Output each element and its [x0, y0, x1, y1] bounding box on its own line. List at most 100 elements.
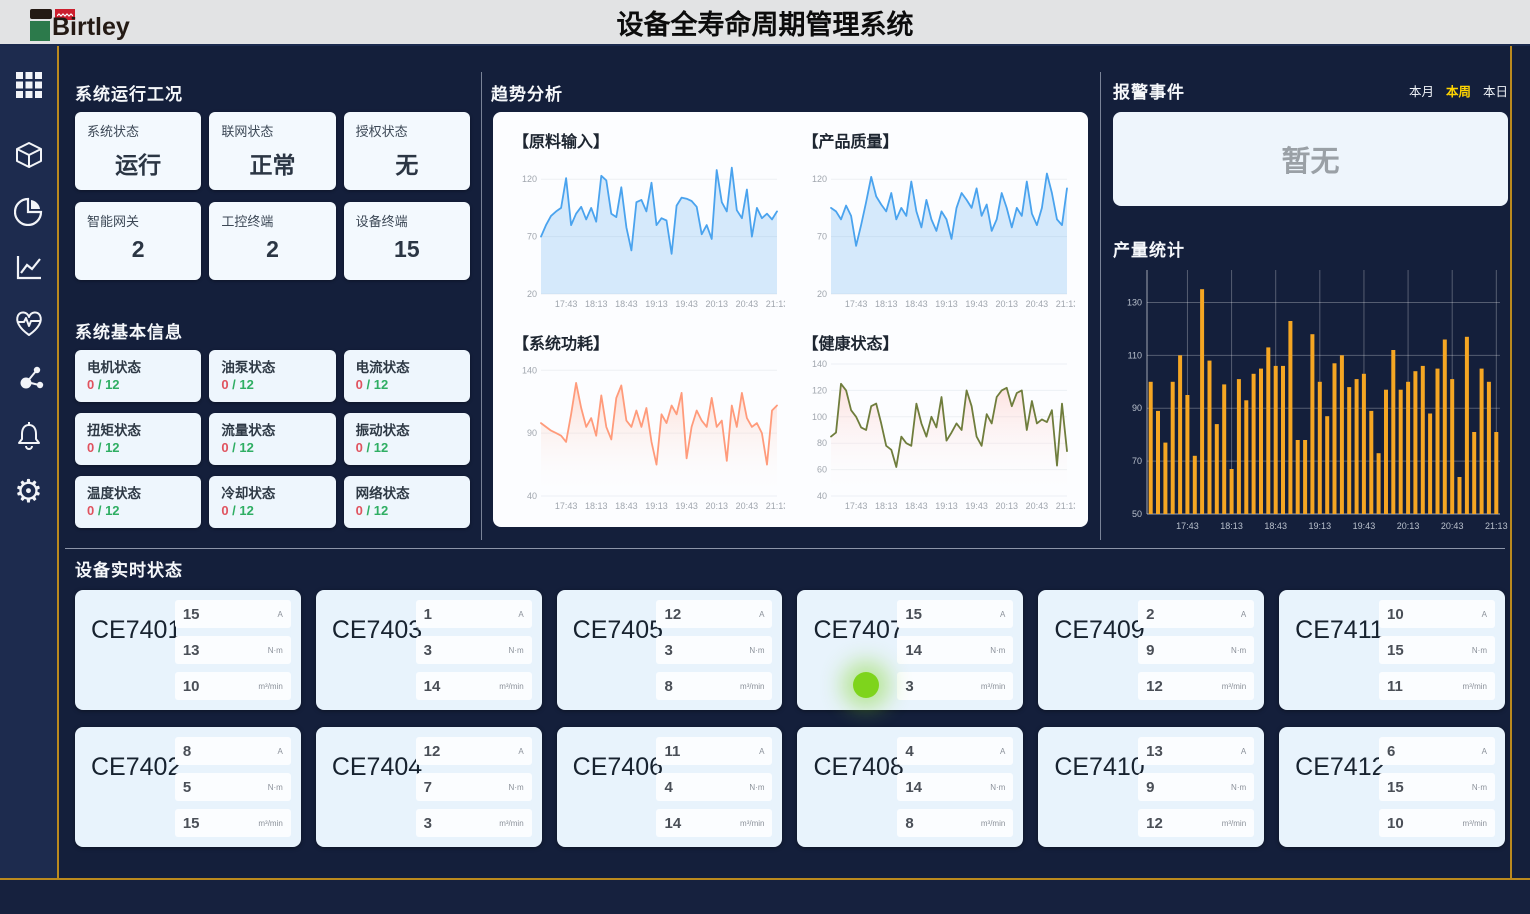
alarm-tab-本周[interactable]: 本周: [1445, 85, 1471, 99]
device-card[interactable]: CE7405 12 A 3 N·m 8 m³/min: [556, 590, 783, 710]
status-card: 联网状态 正常: [209, 112, 336, 190]
device-stat-unit: A: [1481, 746, 1487, 756]
device-stat-unit: A: [277, 746, 283, 756]
device-stat-row: 7 N·m: [415, 773, 532, 801]
device-card[interactable]: CE7412 6 A 15 N·m 10 m³/min: [1279, 727, 1505, 847]
device-stat-value: 15: [905, 605, 923, 623]
device-stats: 15 A 14 N·m 3 m³/min: [897, 600, 1014, 700]
device-stat-unit: m³/min: [740, 681, 765, 691]
svg-text:20:43: 20:43: [1025, 501, 1048, 511]
device-stat-row: 3 m³/min: [415, 809, 532, 837]
alarm-tab-本日[interactable]: 本日: [1482, 85, 1508, 99]
info-count-total: / 12: [228, 377, 254, 392]
info-count-total: / 12: [362, 377, 389, 392]
device-stat-value: 15: [182, 605, 200, 623]
status-card-label: 设备终端: [355, 214, 408, 229]
svg-text:18:13: 18:13: [585, 501, 608, 511]
svg-text:17:43: 17:43: [1176, 521, 1199, 531]
device-stat-value: 5: [182, 778, 192, 796]
info-card-label: 流量状态: [221, 423, 276, 438]
device-card[interactable]: CE7408 4 A 14 N·m 8 m³/min: [797, 727, 1024, 847]
device-card[interactable]: CE7410 13 A 9 N·m 12 m³/min: [1038, 727, 1265, 847]
device-stat-row: 15 N·m: [1378, 636, 1495, 664]
info-card-count: 0 / 12: [221, 377, 323, 392]
trend-chart-title: 【原料输入】: [513, 134, 610, 151]
device-card[interactable]: CE7401 15 A 13 N·m 10 m³/min: [75, 590, 301, 710]
device-stat-row: 12 m³/min: [1138, 809, 1255, 837]
device-name: CE7408: [813, 753, 904, 781]
device-stat-value: 7: [423, 778, 432, 796]
device-stat-unit: m³/min: [1462, 818, 1487, 828]
info-count-current: 0: [355, 503, 363, 518]
device-stat-row: 10 m³/min: [174, 672, 291, 700]
device-name: CE7402: [91, 753, 182, 781]
device-stat-unit: m³/min: [258, 681, 283, 691]
device-stats: 13 A 9 N·m 12 m³/min: [1138, 737, 1255, 837]
device-stats: 8 A 5 N·m 15 m³/min: [174, 737, 291, 837]
device-stat-row: 14 m³/min: [415, 672, 532, 700]
svg-text:20:43: 20:43: [1025, 299, 1048, 309]
svg-text:90: 90: [1132, 403, 1142, 413]
trend-title: 趋势分析: [491, 85, 563, 104]
device-stat-value: 2: [1146, 605, 1155, 623]
device-stat-unit: N·m: [749, 782, 765, 792]
status-card-label: 联网状态: [221, 124, 274, 139]
device-card[interactable]: CE7404 12 A 7 N·m 3 m³/min: [315, 727, 542, 847]
device-stat-unit: A: [1240, 609, 1247, 619]
device-name: CE7409: [1054, 616, 1145, 644]
svg-text:21:13: 21:13: [766, 299, 785, 309]
health-heart-icon[interactable]: [12, 306, 46, 340]
gold-bottom-border: [0, 878, 1530, 880]
device-card[interactable]: CE7403 1 A 3 N·m 14 m³/min: [315, 590, 542, 710]
device-stat-value: 14: [664, 814, 682, 832]
device-stat-value: 8: [664, 677, 673, 695]
trend-chart-title: 【健康状态】: [802, 335, 899, 353]
device-stat-unit: N·m: [1471, 782, 1487, 792]
device-card[interactable]: CE7406 11 A 4 N·m 14 m³/min: [556, 727, 783, 847]
info-count-total: / 12: [94, 377, 120, 392]
trend-chart-health-status: 【健康状态】 40 60 80 100 120 140 17:43 18:13 18:43 19:…: [791, 320, 1081, 522]
svg-text:17:43: 17:43: [844, 501, 867, 511]
molecule-icon[interactable]: [12, 362, 46, 396]
svg-text:20:13: 20:13: [995, 501, 1018, 511]
device-stat-value: 3: [664, 641, 673, 659]
svg-text:19:43: 19:43: [675, 299, 698, 309]
info-count-total: / 12: [94, 440, 120, 455]
info-count-current: 0: [87, 440, 95, 455]
device-card[interactable]: CE7411 10 A 15 N·m 11 m³/min: [1279, 590, 1505, 710]
status-card-label: 工控终端: [221, 214, 274, 229]
cube-icon[interactable]: [12, 138, 46, 172]
device-card[interactable]: CE7402 8 A 5 N·m 15 m³/min: [75, 727, 301, 847]
gear-icon[interactable]: ⚙: [14, 473, 43, 509]
device-stat-value: 11: [1386, 677, 1403, 695]
svg-text:70: 70: [816, 232, 826, 242]
svg-text:19:43: 19:43: [675, 501, 698, 511]
device-stat-row: 5 N·m: [174, 773, 291, 801]
svg-text:19:43: 19:43: [965, 501, 988, 511]
apps-grid-icon[interactable]: [12, 68, 46, 102]
svg-text:120: 120: [811, 385, 826, 395]
device-stat-unit: N·m: [1231, 645, 1247, 655]
device-stat-value: 8: [182, 742, 192, 760]
info-count-current: 0: [87, 377, 95, 392]
device-name: CE7412: [1295, 753, 1386, 781]
bell-icon[interactable]: [12, 418, 46, 452]
info-card: 流量状态 0 / 12: [209, 413, 336, 465]
svg-text:19:13: 19:13: [935, 299, 958, 309]
svg-text:140: 140: [811, 359, 826, 369]
device-stat-value: 15: [1386, 778, 1404, 796]
device-card[interactable]: CE7407 15 A 14 N·m 3 m³/min: [797, 590, 1024, 710]
alarm-tab-本月[interactable]: 本月: [1408, 85, 1434, 99]
status-card-value: 无: [395, 152, 419, 178]
pie-chart-icon[interactable]: [12, 194, 46, 228]
device-stats: 15 A 13 N·m 10 m³/min: [174, 600, 291, 700]
device-stat-value: 11: [664, 742, 681, 760]
device-stat-row: 14 N·m: [897, 636, 1014, 664]
device-stats: 2 A 9 N·m 12 m³/min: [1138, 600, 1255, 700]
device-card[interactable]: CE7409 2 A 9 N·m 12 m³/min: [1038, 590, 1265, 710]
line-chart-icon[interactable]: [12, 250, 46, 284]
svg-text:20:43: 20:43: [1441, 521, 1464, 531]
alarm-tabs: 本月 本周 本日: [1409, 81, 1508, 100]
device-stat-unit: m³/min: [1221, 818, 1247, 828]
